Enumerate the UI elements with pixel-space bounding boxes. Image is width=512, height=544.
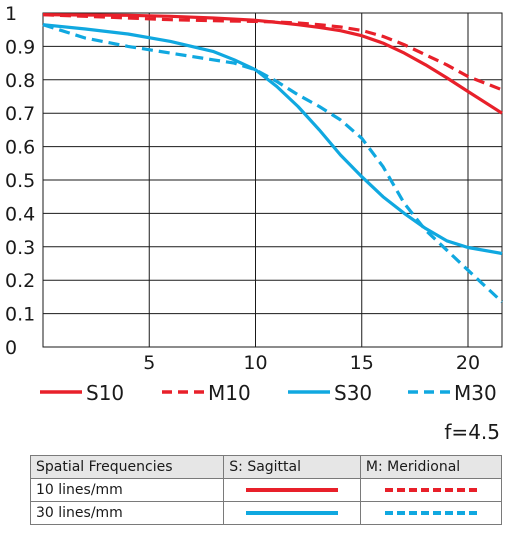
y-tick-label: 0.2: [5, 270, 35, 292]
x-axis-ticks: 5 10 15 20: [143, 352, 480, 374]
header-sagittal: S: Sagittal: [223, 455, 361, 479]
row-label-10: 10 lines/mm: [29, 478, 225, 502]
x-tick-label: 20: [456, 352, 480, 374]
table-row: 10 lines/mm: [29, 478, 503, 502]
x-tick-label: 10: [243, 352, 267, 374]
sagittal-sample-30: [223, 501, 361, 525]
y-tick-label: 0.6: [5, 137, 35, 159]
y-tick-label: 0.5: [5, 170, 35, 192]
y-tick-label: 1: [5, 3, 17, 25]
y-tick-label: 0: [5, 337, 17, 359]
x-tick-label: 5: [143, 352, 155, 374]
sagittal-sample-10: [223, 478, 361, 502]
row-label-30: 30 lines/mm: [29, 501, 225, 525]
legend-label-s10: S10: [86, 381, 124, 405]
chart-series: [42, 13, 504, 304]
series-line-m30: [42, 23, 504, 304]
meridional-sample-10: [359, 478, 503, 502]
series-line-s30: [42, 23, 503, 256]
legend-label-s30: S30: [334, 381, 372, 405]
series-line-s10: [42, 13, 503, 115]
y-tick-label: 0.4: [5, 203, 35, 225]
dashed-line-swatch: [384, 488, 477, 492]
y-tick-label: 0.9: [5, 36, 35, 58]
solid-line-swatch: [246, 488, 339, 492]
y-tick-label: 0.7: [5, 103, 35, 125]
mtf-chart: 0 0.1 0.2 0.3 0.4 0.5 0.6 0.7 0.8 0.9 1 5 10 15 20 S1…: [5, 3, 504, 405]
chart-grid: [42, 12, 503, 348]
dashed-line-swatch: [384, 511, 477, 515]
series-line-m10: [42, 13, 503, 92]
y-tick-label: 0.3: [5, 237, 35, 259]
table-row: 30 lines/mm: [29, 501, 503, 525]
y-tick-label: 0.8: [5, 70, 35, 92]
legend-label-m10: M10: [208, 381, 251, 405]
aperture-label: f=4.5: [444, 420, 500, 444]
legend-label-m30: M30: [454, 381, 497, 405]
chart-legend: S10 M10 S30 M30: [40, 381, 497, 405]
meridional-sample-30: [359, 501, 503, 525]
header-spatial-frequencies: Spatial Frequencies: [29, 455, 225, 479]
y-axis-ticks: 0 0.1 0.2 0.3 0.4 0.5 0.6 0.7 0.8 0.9 1: [5, 3, 35, 359]
x-tick-label: 15: [350, 352, 374, 374]
header-meridional: M: Meridional: [359, 455, 503, 479]
y-tick-label: 0.1: [5, 304, 35, 326]
frequency-table: Spatial Frequencies S: Sagittal M: Merid…: [29, 455, 503, 525]
solid-line-swatch: [246, 511, 339, 515]
table-header-row: Spatial Frequencies S: Sagittal M: Merid…: [29, 455, 503, 479]
